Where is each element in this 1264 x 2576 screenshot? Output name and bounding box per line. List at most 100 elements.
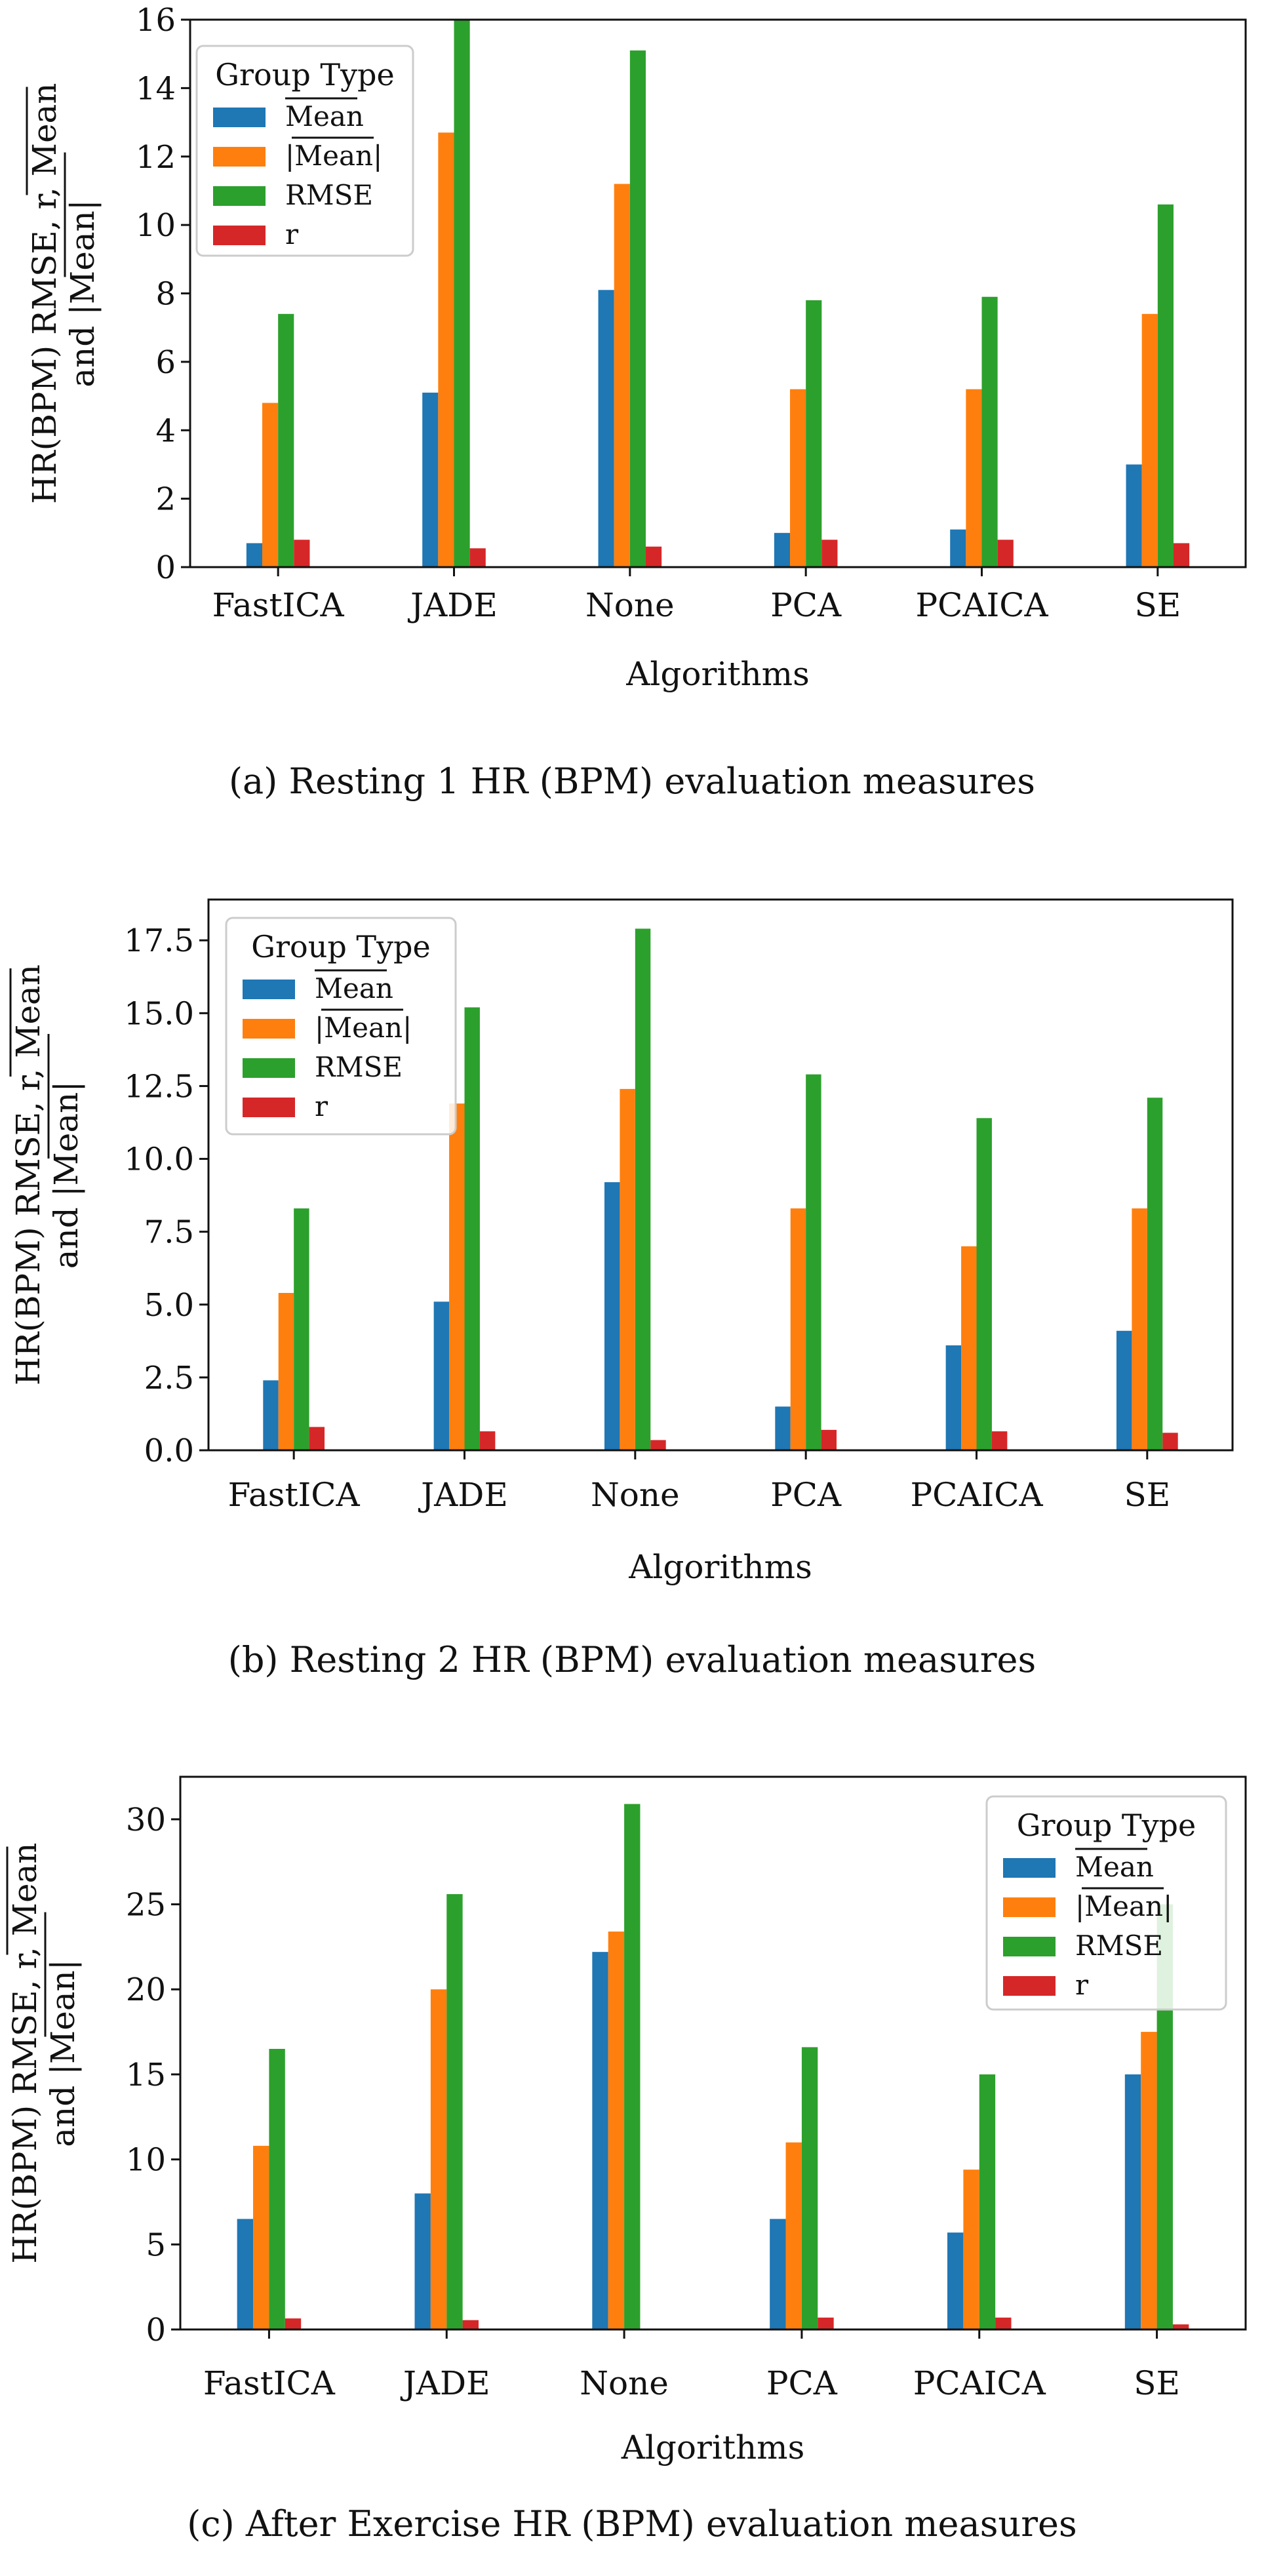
bar-abs-meanabs--none [620, 1088, 635, 1450]
bar-chart-after-exercise: 0 5 10 15 20 25 30 FastICA JADE None PCA PCAICA SE Al… [6, 1775, 1247, 2467]
bar-mean-fastica [237, 2219, 254, 2329]
bar-rmse-pca [806, 1074, 821, 1450]
y-tick-label: 12 [136, 139, 176, 176]
bar-abs-meanabs--fastica [253, 2145, 269, 2329]
x-tick-label: PCA [770, 1476, 842, 1514]
y-tick-label: 20 [126, 1972, 166, 2008]
legend-swatch [243, 1058, 295, 1078]
bar-chart-resting-2: 0.0 2.5 5.0 7.5 10.0 12.5 15.0 17.5 FastICA JADE N… [9, 898, 1234, 1586]
bar-r-none [650, 1440, 666, 1450]
y-tick-label: 0.0 [144, 1433, 194, 1469]
x-tick-label: None [580, 2364, 669, 2402]
bar-r-fastica [294, 540, 310, 567]
y-tick-label: 25 [126, 1887, 166, 1924]
chart-panel-after-exercise: 0 5 10 15 20 25 30 FastICA JADE None PCA PCAICA SE Al… [0, 1744, 1264, 2570]
bar-rmse-se [1157, 204, 1174, 567]
legend-swatch [243, 1019, 295, 1039]
bar-r-none [645, 546, 662, 567]
legend-label: |Mean| [315, 1012, 412, 1044]
bar-abs-meanabs--none [614, 184, 630, 567]
legend-title: Group Type [1017, 1808, 1196, 1843]
legend-swatch [213, 186, 266, 206]
y-tick-label: 15 [126, 2057, 166, 2093]
y-tick-label: 10 [126, 2142, 166, 2179]
legend-label: Mean [1075, 1851, 1154, 1883]
bar-abs-meanabs--pcaica [963, 2170, 979, 2329]
y-tick-label: 10 [136, 207, 176, 244]
bar-r-fastica [309, 1427, 325, 1450]
bar-mean-pca [775, 1406, 791, 1450]
bar-mean-se [1124, 2074, 1141, 2329]
x-axis-label: Algorithms [625, 655, 809, 693]
y-tick-label: 6 [155, 344, 176, 381]
x-tick-label: SE [1134, 2364, 1180, 2402]
x-tick-label: FastICA [212, 586, 345, 624]
x-tick-label: SE [1134, 586, 1181, 624]
y-tick-label: 0 [146, 2312, 166, 2348]
bar-rmse-pcaica [981, 296, 998, 567]
bar-abs-meanabs--fastica [278, 1293, 294, 1450]
y-axis-label-line-1: HR(BPM) RMSE, r, Mean [6, 1842, 44, 2263]
bar-rmse-jade [464, 1007, 480, 1450]
x-axis-label: Algorithms [621, 2428, 804, 2467]
legend-swatch [1003, 1976, 1056, 1996]
bar-mean-se [1116, 1330, 1132, 1450]
bar-mean-jade [433, 1301, 450, 1450]
y-tick-label: 15.0 [124, 995, 194, 1032]
bar-mean-jade [414, 2193, 431, 2329]
bar-abs-meanabs--se [1132, 1208, 1147, 1450]
legend-label: r [285, 218, 299, 250]
bar-r-pcaica [997, 540, 1014, 567]
legend-swatch [213, 147, 266, 167]
bar-r-se [1162, 1433, 1178, 1450]
x-tick-label: FastICA [203, 2364, 336, 2402]
y-axis-label-line-2: and |Mean| [47, 1081, 85, 1269]
x-tick-label: PCAICA [910, 1476, 1043, 1514]
chart-panel-resting-1: 0 2 4 6 8 10 12 14 16 FastICA JADE None PCA PCAICA SE A… [0, 0, 1264, 846]
bar-mean-fastica [263, 1380, 279, 1450]
legend: Group Type Mean |Mean| RMSE r [225, 917, 457, 1136]
x-tick-label: JADE [400, 2364, 490, 2402]
bar-rmse-fastica [269, 2049, 285, 2329]
bar-rmse-pcaica [979, 2074, 996, 2329]
y-axis-label: HR(BPM) RMSE, r, Mean and |Mean| [6, 1842, 82, 2263]
x-tick-label: PCA [770, 586, 842, 624]
legend-label: RMSE [285, 179, 373, 211]
bar-r-se [1173, 543, 1190, 567]
bar-abs-meanabs--none [608, 1932, 625, 2329]
y-tick-label: 12.5 [124, 1068, 194, 1105]
bar-mean-pca [770, 2219, 786, 2329]
legend-label: r [315, 1090, 328, 1122]
legend: Group Type Mean |Mean| RMSE r [985, 1795, 1227, 2011]
plot-frame [207, 898, 1234, 1452]
y-tick-label: 7.5 [144, 1214, 194, 1251]
plot-frame [189, 18, 1247, 568]
y-tick-label: 2 [155, 481, 176, 518]
bar-abs-meanabs--pca [790, 389, 806, 567]
y-axis-label-line-1: HR(BPM) RMSE, r, Mean [9, 964, 47, 1385]
bar-rmse-pca [801, 2047, 818, 2329]
x-tick-label: JADE [418, 1476, 508, 1514]
bar-abs-meanabs--se [1141, 313, 1158, 567]
bar-mean-none [604, 1182, 620, 1450]
y-axis-label: HR(BPM) RMSE, r, Mean and |Mean| [9, 964, 85, 1385]
bar-rmse-jade [446, 1893, 463, 2329]
chart-caption: (b) Resting 2 HR (BPM) evaluation measur… [227, 1639, 1037, 1680]
legend-title: Group Type [251, 929, 430, 964]
bar-rmse-fastica [278, 313, 294, 567]
x-tick-label: JADE [407, 586, 498, 624]
bar-mean-se [1126, 464, 1142, 567]
x-tick-label: SE [1124, 1476, 1170, 1514]
y-tick-label: 14 [136, 70, 176, 107]
legend-label: Mean [285, 100, 364, 132]
y-tick-label: 5.0 [144, 1287, 194, 1324]
x-axis-label: Algorithms [628, 1548, 812, 1586]
bar-abs-meanabs--pca [785, 2142, 802, 2329]
chart-caption: (c) After Exercise HR (BPM) evaluation m… [187, 2503, 1077, 2545]
y-axis-label-line-2: and |Mean| [44, 1959, 82, 2147]
bar-mean-pcaica [950, 529, 966, 567]
y-axis-label-line-2: and |Mean| [64, 199, 102, 387]
bar-mean-none [592, 1952, 608, 2329]
bar-r-fastica [285, 2318, 302, 2329]
legend-swatch [1003, 1858, 1056, 1878]
